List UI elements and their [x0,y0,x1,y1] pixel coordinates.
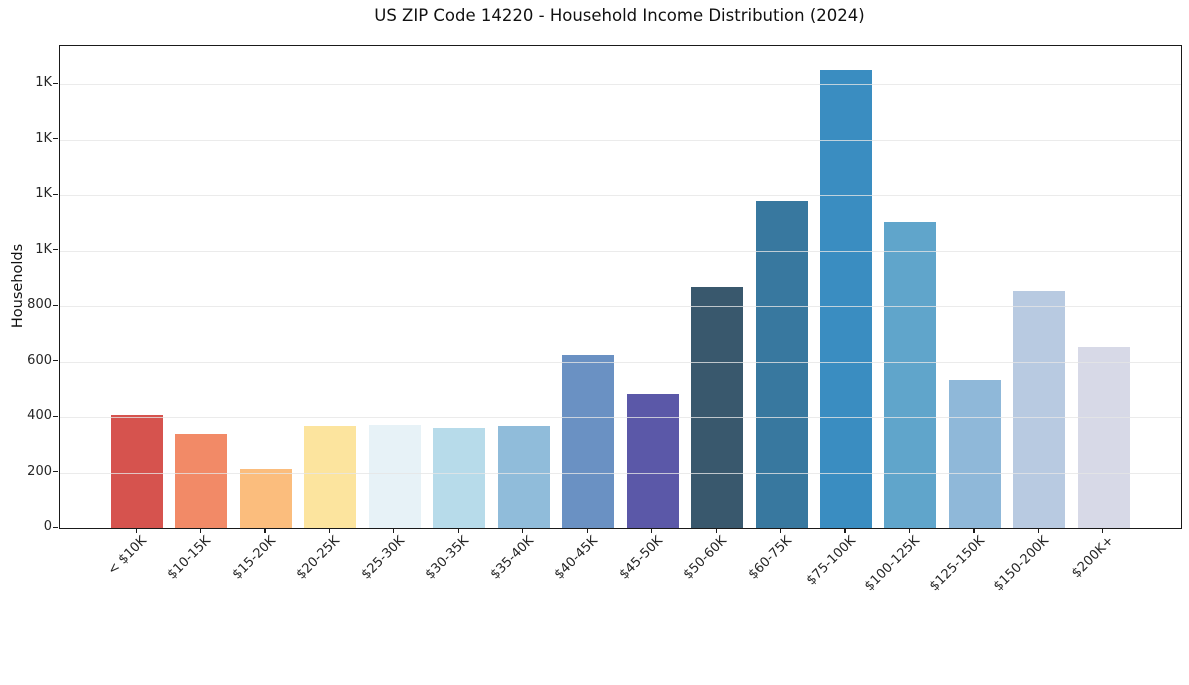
y-tick-label: 400 [27,408,52,423]
bar-$10-15K [175,434,228,528]
gridline [60,250,1181,252]
y-tick-label: 1K [35,75,52,91]
bar-$60-75K [755,200,808,528]
gridline [60,84,1181,86]
x-tick-mark [522,528,524,533]
x-tick-mark [135,528,137,533]
y-tick-mark [53,471,58,473]
x-tick-mark [651,528,653,533]
y-tick-mark [53,249,58,251]
bar-$30-35K [433,427,486,528]
bar-$125-150K [948,380,1001,528]
y-tick-label: 800 [27,297,52,312]
y-tick-label: 600 [27,352,52,368]
y-tick-label: 1K [35,130,52,146]
x-tick-label: $50-60K [680,533,730,583]
y-tick-label: 200 [27,463,52,479]
y-tick-mark [53,138,58,140]
bar-$200K+ [1077,346,1130,528]
y-tick-mark [53,526,58,528]
x-tick-mark [1037,528,1039,533]
x-tick-mark [973,528,975,533]
y-tick-mark [53,304,58,306]
y-tick-mark [53,360,58,362]
y-tick-label: 0 [43,519,52,534]
y-tick-mark [53,415,58,417]
bar-$20-25K [304,425,357,528]
x-tick-mark [1102,528,1104,533]
y-tick-mark [53,82,58,84]
bar-$35-40K [497,425,550,528]
x-tick-mark [586,528,588,533]
bar-$25-30K [368,425,421,528]
bar-$40-45K [562,355,615,528]
x-tick-label: $30-35K [422,533,473,583]
chart-title: US ZIP Code 14220 - Household Income Dis… [374,6,865,25]
plot-area [59,45,1182,529]
x-tick-mark [780,528,782,533]
x-tick-mark [199,528,202,533]
x-tick-mark [715,528,717,533]
x-tick-label: $200K+ [1068,533,1117,582]
figure: US ZIP Code 14220 - Household Income Dis… [10,6,1182,595]
x-tick-mark [393,528,395,533]
bar-$100-125K [884,222,937,528]
bar-$150-200K [1013,290,1066,528]
bar-$50-60K [691,287,744,528]
x-tick-mark [264,528,266,533]
y-tick-label: 1K [35,241,52,257]
bar-$45-50K [626,393,679,528]
bar-< $10K [111,415,163,528]
gridline [60,139,1181,141]
x-tick-label: $150-200K [991,533,1053,595]
y-tick-mark [53,193,58,195]
y-tick-label: 1K [35,186,52,201]
x-tick-mark [457,528,459,533]
x-tick-label: $40-45K [551,533,602,583]
x-tick-mark [844,528,846,533]
bar-$15-20K [239,468,292,528]
bar-$75-100K [819,69,872,528]
gridline [60,195,1181,196]
x-tick-mark [328,528,331,533]
x-tick-mark [908,528,911,533]
